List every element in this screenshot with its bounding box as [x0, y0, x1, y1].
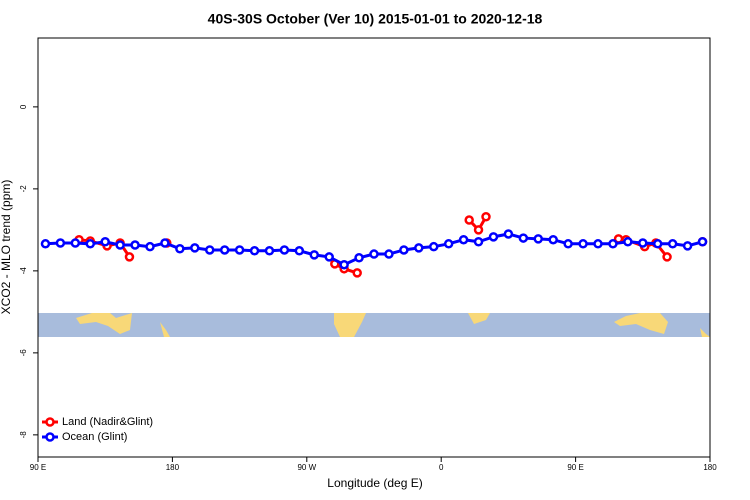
data-point — [354, 252, 364, 263]
data-point — [264, 246, 275, 256]
data-point — [100, 237, 110, 247]
data-point — [623, 237, 633, 247]
data-point — [503, 229, 514, 239]
y-tick-label: -6 — [19, 349, 28, 357]
y-tick-label: 0 — [19, 104, 28, 109]
data-point — [70, 238, 81, 248]
data-point — [124, 252, 135, 262]
x-tick-label: 90 E — [30, 463, 46, 472]
data-point — [369, 249, 379, 259]
data-point — [443, 239, 454, 249]
data-point — [85, 239, 96, 249]
data-point — [324, 252, 334, 262]
x-tick-label: 90 W — [297, 463, 316, 472]
data-point — [464, 215, 474, 225]
y-tick-label: -2 — [19, 185, 28, 193]
chart-title: 40S-30S October (Ver 10) 2015-01-01 to 2… — [208, 11, 543, 27]
x-tick-label: 180 — [166, 463, 180, 472]
data-point — [682, 241, 693, 251]
data-point — [115, 240, 125, 250]
map-strip — [38, 313, 710, 337]
data-point — [399, 245, 409, 255]
data-point — [533, 234, 544, 244]
data-point — [339, 259, 349, 270]
data-point — [548, 234, 558, 245]
data-point — [294, 246, 305, 256]
data-point — [473, 237, 484, 247]
data-point — [175, 243, 185, 254]
data-point — [40, 239, 51, 249]
data-point — [662, 252, 672, 262]
data-point — [309, 250, 320, 260]
data-point — [563, 239, 573, 249]
y-axis-label: XCO2 - MLO trend (ppm) — [0, 180, 13, 315]
plot-frame — [37, 37, 711, 458]
data-point — [652, 239, 663, 249]
data-point — [352, 268, 362, 278]
x-tick-label: 90 E — [567, 463, 583, 472]
data-point — [608, 239, 618, 249]
data-point — [160, 238, 170, 248]
data-point — [414, 243, 424, 253]
data-point — [130, 240, 140, 250]
data-point — [428, 241, 439, 252]
legend-label: Ocean (Glint) — [62, 431, 127, 443]
data-point — [204, 245, 215, 255]
data-point — [55, 238, 66, 248]
data-point — [697, 237, 708, 247]
data-point — [488, 232, 499, 242]
data-point — [384, 249, 394, 259]
legend-marker — [45, 432, 55, 442]
data-point — [279, 245, 290, 255]
data-point — [458, 234, 469, 245]
data-point — [219, 245, 230, 255]
data-point — [249, 246, 260, 256]
data-point — [481, 212, 491, 222]
data-point — [518, 233, 529, 243]
data-point — [667, 239, 678, 249]
x-axis-label: Longitude (deg E) — [327, 476, 422, 490]
y-tick-label: -4 — [19, 267, 28, 275]
legend: Land (Nadir&Glint) Ocean (Glint) — [62, 416, 153, 443]
data-point — [145, 241, 155, 252]
data-point — [578, 239, 588, 249]
data-point — [638, 238, 648, 248]
x-tick-label: 0 — [439, 463, 444, 472]
legend-label: Land (Nadir&Glint) — [62, 416, 153, 428]
data-point — [234, 245, 245, 255]
data-point — [473, 225, 484, 235]
legend-marker — [45, 417, 55, 427]
data-point — [190, 243, 200, 253]
x-tick-label: 180 — [703, 463, 717, 472]
data-point — [593, 239, 603, 249]
y-tick-label: -8 — [19, 431, 28, 439]
